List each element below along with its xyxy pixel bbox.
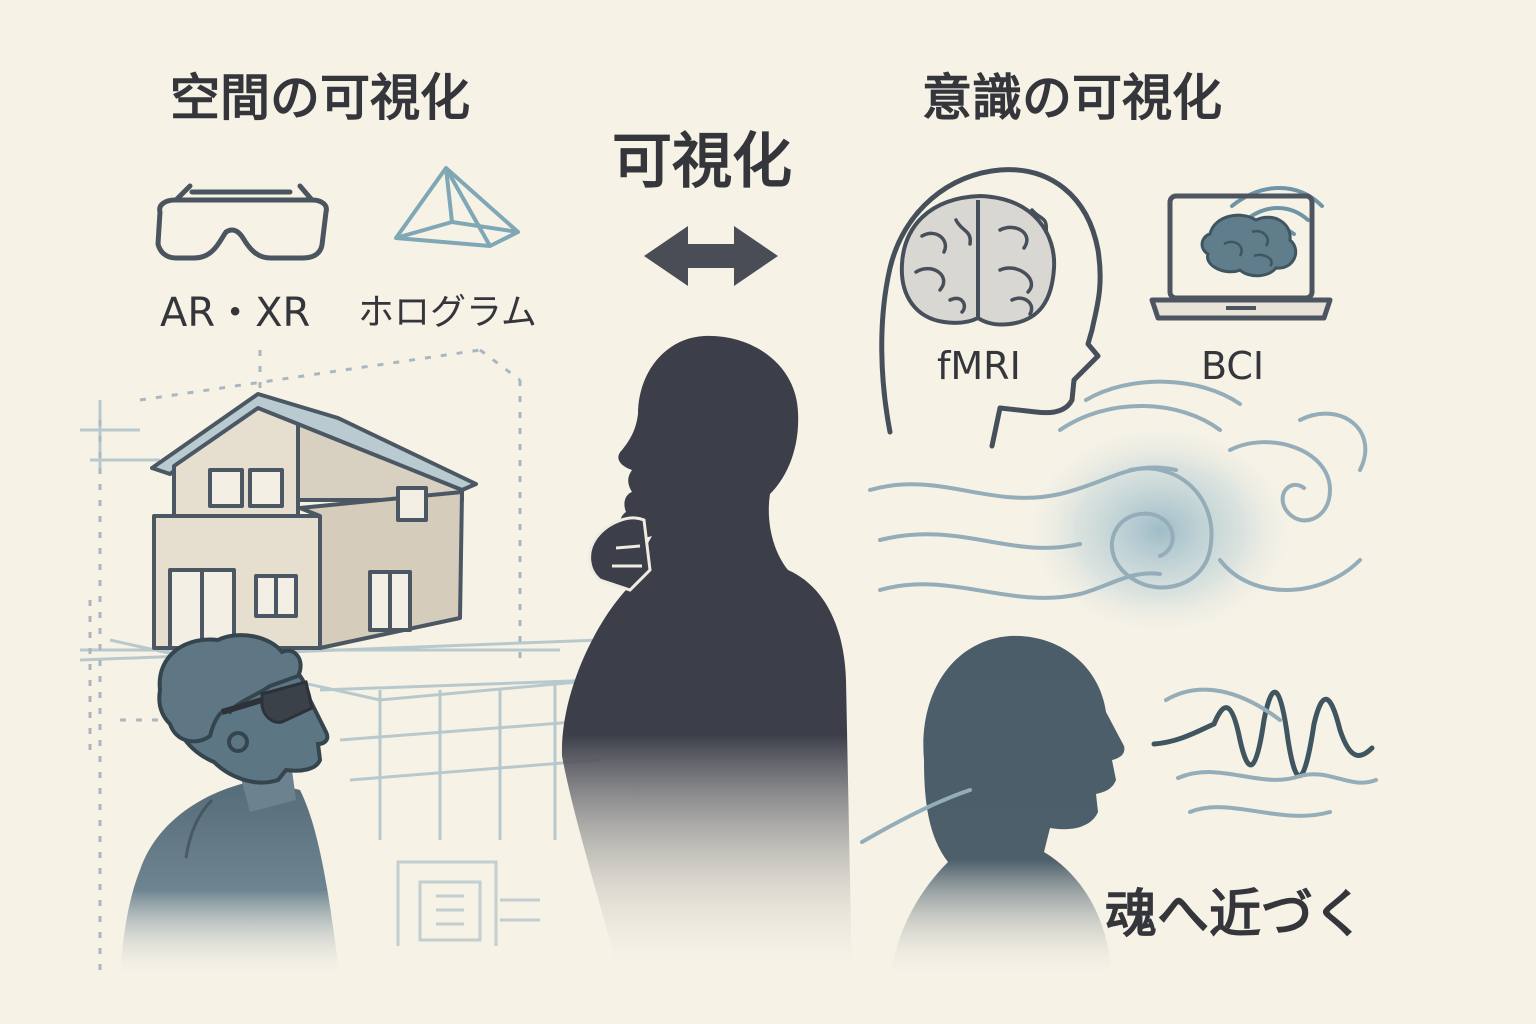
brainwave-signal bbox=[1151, 687, 1378, 818]
house-icon bbox=[150, 392, 478, 650]
brain-head-icon bbox=[879, 167, 1103, 449]
space-visualization-title: 空間の可視化 bbox=[170, 69, 470, 127]
ar-xr-label: AR・XR bbox=[160, 290, 311, 336]
laptop-brain-wifi-icon bbox=[1149, 186, 1333, 321]
building-sketch bbox=[396, 860, 540, 946]
consciousness-visualization-title: 意識の可視化 bbox=[922, 69, 1222, 127]
hologram-pyramid-icon bbox=[394, 166, 520, 248]
visualization-title: 可視化 bbox=[612, 127, 792, 197]
consciousness-waves bbox=[868, 379, 1368, 600]
fmri-label: fMRI bbox=[937, 344, 1021, 388]
thinking-person-silhouette bbox=[561, 335, 852, 980]
approach-soul-caption: 魂へ近づく bbox=[1105, 885, 1366, 945]
glow bbox=[1020, 420, 1300, 640]
bci-label: BCI bbox=[1201, 344, 1265, 388]
man-with-glasses bbox=[120, 633, 340, 980]
profile-head-silhouette bbox=[860, 635, 1125, 980]
double-arrow-icon bbox=[644, 226, 778, 286]
ar-glasses-icon bbox=[155, 183, 329, 261]
hologram-label: ホログラム bbox=[358, 292, 537, 333]
